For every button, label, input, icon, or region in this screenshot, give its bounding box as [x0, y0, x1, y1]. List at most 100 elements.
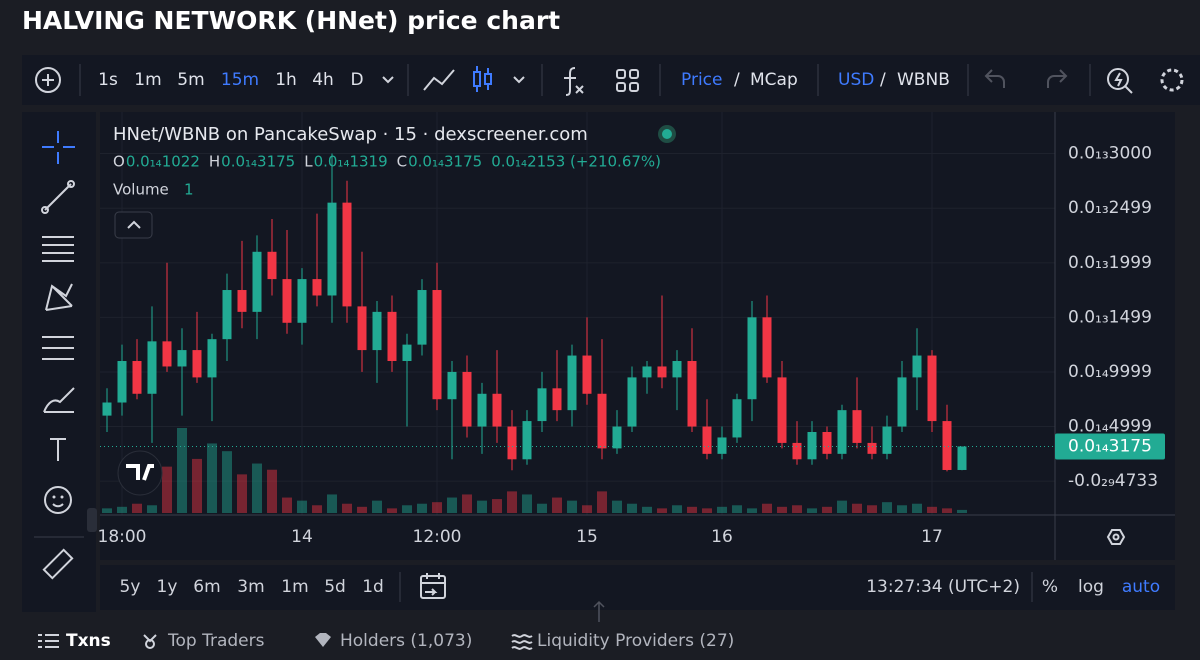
fib-tool[interactable]: [42, 236, 74, 262]
volume-bar: [162, 466, 172, 513]
interval[interactable]: 1h: [275, 70, 297, 90]
volume-bar: [537, 503, 547, 513]
candle-body: [672, 361, 682, 378]
scale-option[interactable]: log: [1078, 577, 1104, 597]
candle-body: [117, 361, 127, 403]
candle-icon[interactable]: [473, 66, 492, 92]
collapse-toolbar[interactable]: [87, 508, 97, 532]
ruler-tool[interactable]: [42, 548, 74, 580]
collapse-legend[interactable]: [114, 211, 153, 239]
text-tool[interactable]: [50, 438, 66, 461]
redo-icon[interactable]: [1047, 69, 1068, 88]
layout-icon[interactable]: [616, 69, 639, 92]
candle-body: [297, 279, 307, 323]
scale-option[interactable]: auto: [1122, 577, 1160, 597]
projection-tool[interactable]: [42, 336, 74, 360]
tab[interactable]: Liquidity Providers (27): [537, 631, 734, 651]
volume-bar: [822, 506, 832, 513]
x-tick-label: 18:00: [98, 527, 147, 547]
volume-bar: [237, 474, 247, 513]
volume-bar: [462, 494, 472, 513]
range[interactable]: 1y: [157, 577, 178, 597]
scale-option[interactable]: %: [1042, 577, 1058, 597]
volume-bar: [222, 451, 232, 513]
candle-body: [567, 355, 577, 411]
chevron[interactable]: [513, 76, 525, 84]
x-tick-label: 17: [921, 527, 943, 547]
volume-bar: [867, 505, 877, 513]
range[interactable]: 3m: [237, 577, 264, 597]
volume-label: Volume: [113, 181, 169, 199]
tab[interactable]: Top Traders: [167, 631, 265, 651]
volume-bar: [492, 499, 502, 513]
tab-bar: [22, 622, 1200, 660]
range[interactable]: 5y: [120, 577, 141, 597]
candle-body: [627, 377, 637, 427]
interval[interactable]: 1m: [134, 70, 161, 90]
x-tick-label: 16: [711, 527, 733, 547]
candle-body: [852, 410, 862, 443]
trendline-tool[interactable]: [41, 180, 75, 214]
x-tick-label: 15: [576, 527, 598, 547]
crosshair-tool[interactable]: [42, 131, 75, 164]
candle-body: [747, 317, 757, 400]
chevron[interactable]: [382, 76, 394, 84]
volume-bar: [582, 505, 592, 513]
chevron-up: [127, 220, 141, 229]
ohlc-key: L: [304, 153, 313, 171]
interval[interactable]: 1s: [98, 70, 118, 90]
currency[interactable]: USD: [838, 70, 874, 90]
goto-date[interactable]: [420, 573, 446, 599]
ohlc-value: 0.0₁₄1022: [126, 153, 200, 171]
candle-body: [597, 393, 607, 449]
interval[interactable]: D: [350, 70, 363, 90]
range[interactable]: 6m: [193, 577, 220, 597]
volume-bar: [657, 508, 667, 513]
candle-body: [657, 366, 667, 378]
y-tick-label: 0.0₁₃3000: [1068, 144, 1152, 164]
alert-icon[interactable]: [1107, 68, 1133, 94]
x-tick-label: 12:00: [413, 527, 462, 547]
interval[interactable]: 4h: [312, 70, 334, 90]
candle-body: [102, 402, 112, 416]
tab[interactable]: Holders (1,073): [340, 631, 472, 651]
candle-body: [447, 371, 457, 400]
axis-settings[interactable]: [1106, 529, 1126, 545]
tab[interactable]: Txns: [66, 631, 111, 651]
candle-body: [732, 399, 742, 438]
range[interactable]: 1d: [362, 577, 384, 597]
candle-body: [417, 290, 427, 345]
candle-body: [777, 377, 787, 443]
ohlc-key: H: [209, 153, 220, 171]
volume-bar: [327, 494, 337, 513]
candle-body: [162, 341, 172, 367]
interval[interactable]: 5m: [177, 70, 204, 90]
range[interactable]: 5d: [324, 577, 346, 597]
chart-panel: [100, 112, 1175, 560]
volume-bar: [522, 494, 532, 513]
brush-tool[interactable]: [43, 387, 75, 413]
price-mode[interactable]: MCap: [750, 70, 798, 90]
price-mode[interactable]: Price: [681, 70, 722, 90]
settings-icon[interactable]: [1160, 68, 1184, 92]
indicators-icon[interactable]: [564, 67, 584, 96]
range[interactable]: 1m: [281, 577, 308, 597]
candle-body: [792, 442, 802, 460]
candle-body: [762, 317, 772, 378]
emoji-tool[interactable]: [44, 486, 72, 514]
undo-icon[interactable]: [984, 69, 1005, 88]
volume-bar: [312, 505, 322, 513]
volume-bar: [417, 503, 427, 513]
candle-body: [942, 421, 952, 470]
volume-bar: [102, 508, 112, 513]
volume-bar: [597, 491, 607, 513]
line-chart-icon[interactable]: [423, 69, 455, 91]
slash: /: [734, 70, 740, 90]
interval[interactable]: 15m: [221, 70, 259, 90]
add-button[interactable]: [35, 67, 61, 93]
volume-bar: [432, 502, 442, 513]
currency[interactable]: WBNB: [897, 70, 950, 90]
pattern-tool[interactable]: [45, 283, 73, 311]
candle-body: [687, 361, 697, 427]
volume-bar: [297, 500, 307, 513]
